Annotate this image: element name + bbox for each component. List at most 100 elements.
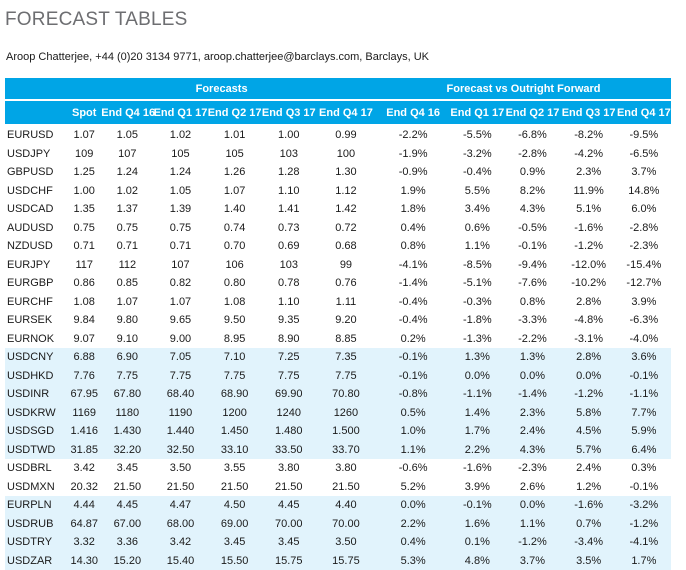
vs-forward-value: -8.2% [561, 124, 617, 145]
forecast-value: 3.45 [101, 459, 153, 478]
forecast-value: 105 [208, 145, 262, 164]
vs-forward-value: -12.0% [561, 256, 617, 275]
forecast-value: 0.71 [67, 237, 101, 256]
vs-forward-value: -5.1% [450, 274, 504, 293]
vs-forward-value: 2.8% [561, 293, 617, 312]
forecast-value: 9.10 [101, 330, 153, 349]
vs-forward-value: -15.4% [617, 256, 671, 275]
forecast-value: 15.20 [101, 552, 153, 570]
forecast-value: 68.00 [153, 515, 207, 534]
vs-forward-value: -0.1% [504, 237, 560, 256]
vs-forward-value: 0.0% [561, 367, 617, 386]
vs-forward-value: -1.4% [504, 385, 560, 404]
vs-forward-value: -1.9% [376, 145, 450, 164]
vs-forward-value: 0.7% [561, 515, 617, 534]
vs-forward-value: 2.3% [504, 404, 560, 423]
currency-pair: USDHKD [5, 367, 67, 386]
forecast-value: 1.07 [67, 124, 101, 145]
column-header: Spot [67, 100, 101, 124]
vs-forward-value: 5.9% [617, 422, 671, 441]
vs-forward-value: -2.2% [504, 330, 560, 349]
vs-forward-value: -1.3% [450, 330, 504, 349]
vs-forward-value: 0.0% [504, 496, 560, 515]
currency-pair: USDJPY [5, 145, 67, 164]
forecast-value: 1169 [67, 404, 101, 423]
vs-forward-value: -9.4% [504, 256, 560, 275]
forecast-value: 0.71 [153, 237, 207, 256]
forecast-value: 1.40 [208, 200, 262, 219]
forecast-value: 0.68 [316, 237, 376, 256]
forecast-value: 1.07 [101, 293, 153, 312]
forecast-value: 33.50 [262, 441, 316, 460]
forecast-value: 21.50 [153, 478, 207, 497]
column-header: End Q4 17 [617, 100, 671, 124]
vs-forward-value: 3.9% [450, 478, 504, 497]
currency-pair: USDKRW [5, 404, 67, 423]
column-header: End Q4 17 [316, 100, 376, 124]
vs-forward-value: 0.8% [504, 293, 560, 312]
vs-forward-value: -0.5% [504, 219, 560, 238]
vs-forward-value: 4.5% [561, 422, 617, 441]
forecast-value: 1.08 [67, 293, 101, 312]
forecast-value: 100 [316, 145, 376, 164]
vs-forward-value: -2.8% [504, 145, 560, 164]
currency-pair: USDSGD [5, 422, 67, 441]
forecast-value: 9.00 [153, 330, 207, 349]
forecast-value: 99 [316, 256, 376, 275]
forecast-value: 4.40 [316, 496, 376, 515]
vs-forward-value: -2.2% [376, 124, 450, 145]
forecast-value: 9.50 [208, 311, 262, 330]
forecast-value: 0.86 [67, 274, 101, 293]
currency-pair: USDCAD [5, 200, 67, 219]
vs-forward-value: -0.4% [450, 163, 504, 182]
group-header-row: Forecasts Forecast vs Outright Forward [5, 78, 671, 100]
vs-forward-value: -0.6% [376, 459, 450, 478]
forecast-value: 15.40 [153, 552, 207, 570]
forecast-value: 70.80 [316, 385, 376, 404]
vs-forward-value: 0.1% [450, 533, 504, 552]
currency-pair: USDBRL [5, 459, 67, 478]
forecast-value: 7.76 [67, 367, 101, 386]
author-contact-line: Aroop Chatterjee, +44 (0)20 3134 9771, a… [6, 51, 429, 63]
forecast-value: 1.07 [153, 293, 207, 312]
vs-forward-value: -0.8% [376, 385, 450, 404]
vs-forward-value: 1.6% [450, 515, 504, 534]
forecast-value: 1.25 [67, 163, 101, 182]
vs-forward-value: 3.6% [617, 348, 671, 367]
vs-forward-value: 2.3% [561, 163, 617, 182]
forecast-value: 109 [67, 145, 101, 164]
forecast-value: 0.82 [153, 274, 207, 293]
forecast-value: 1.26 [208, 163, 262, 182]
currency-pair: EURCHF [5, 293, 67, 312]
forecast-value: 1.05 [101, 124, 153, 145]
vs-forward-value: 0.4% [376, 219, 450, 238]
forecast-value: 9.65 [153, 311, 207, 330]
forecast-value: 1.42 [316, 200, 376, 219]
forecast-value: 103 [262, 256, 316, 275]
vs-forward-value: -6.8% [504, 124, 560, 145]
currency-pair: EURNOK [5, 330, 67, 349]
vs-forward-value: -1.2% [617, 515, 671, 534]
currency-pair: EURPLN [5, 496, 67, 515]
vs-forward-value: 1.0% [376, 422, 450, 441]
vs-forward-value: -1.6% [450, 459, 504, 478]
vs-forward-value: 2.8% [561, 348, 617, 367]
vs-forward-value: 5.7% [561, 441, 617, 460]
forecast-value: 8.95 [208, 330, 262, 349]
forecast-value: 0.80 [208, 274, 262, 293]
vs-forward-value: -8.5% [450, 256, 504, 275]
vs-forward-value: 1.1% [504, 515, 560, 534]
forecast-value: 4.45 [262, 496, 316, 515]
vs-forward-value: 5.3% [376, 552, 450, 570]
forecast-value: 15.50 [208, 552, 262, 570]
forecast-value: 3.45 [262, 533, 316, 552]
vs-forward-value: 0.2% [376, 330, 450, 349]
forecast-value: 1190 [153, 404, 207, 423]
vs-forward-value: -6.3% [617, 311, 671, 330]
forecast-value: 0.73 [262, 219, 316, 238]
